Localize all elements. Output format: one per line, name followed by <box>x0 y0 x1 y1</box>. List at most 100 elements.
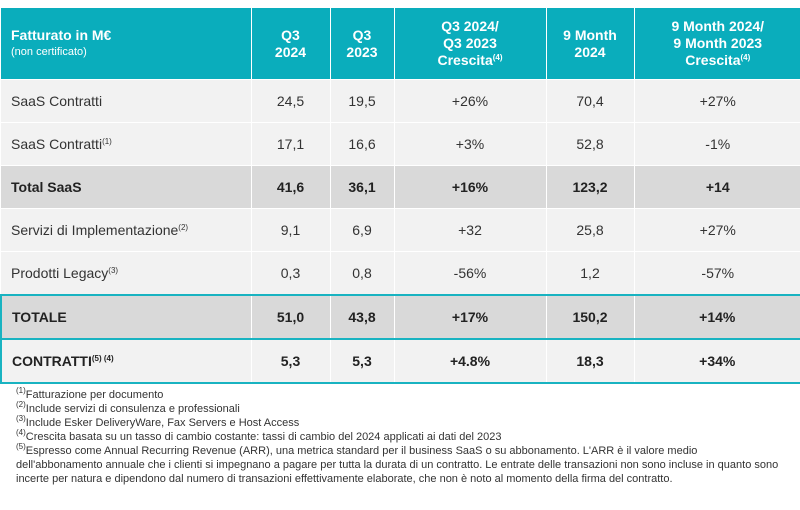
row-saas-contratti-1: SaaS Contratti(1) 17,1 16,6 +3% 52,8 -1% <box>1 122 800 166</box>
footnote: (1)Fatturazione per documento <box>16 386 786 402</box>
value-cell: 16,6 <box>330 122 395 166</box>
value-cell: -56% <box>394 251 547 295</box>
header-row: Fatturato in M€ (non certificato) Q3 2024… <box>1 8 800 80</box>
value-cell: 36,1 <box>330 165 395 209</box>
footnote-mark: (4) <box>16 428 26 437</box>
value-cell: 6,9 <box>330 208 395 252</box>
footnote-text: Crescita basata su un tasso di cambio co… <box>25 431 502 443</box>
col-label: 9 Month 2023 <box>673 35 763 51</box>
value-cell: +3% <box>394 122 547 166</box>
value-cell: +16% <box>394 165 547 209</box>
footnotes: (1)Fatturazione per documento (2)Include … <box>16 386 786 486</box>
value-cell: 0,8 <box>330 251 395 295</box>
row-label: Total SaaS <box>11 179 82 195</box>
col-label: 9 Month 2024/ <box>671 18 765 34</box>
col-label: Crescita <box>685 52 741 68</box>
col-label: Q3 2023 <box>443 35 497 51</box>
col-label: Q3 <box>352 26 372 43</box>
value-cell: +17% <box>394 294 547 340</box>
col-label: 2023 <box>346 43 378 60</box>
row-label-cell: SaaS Contratti(1) <box>1 122 252 166</box>
row-label: Prodotti Legacy <box>11 265 109 281</box>
row-label: Servizi di Implementazione <box>11 222 179 238</box>
col-label: 2024 <box>274 43 307 60</box>
value-cell: +4.8% <box>394 338 547 384</box>
footnote: (5)Espresso come Annual Recurring Revenu… <box>16 442 786 486</box>
value-cell: 52,8 <box>546 122 635 166</box>
row-label-cell: Prodotti Legacy(3) <box>1 251 252 295</box>
footnote-mark: (2) <box>16 400 26 409</box>
col-label: Q3 <box>281 26 300 43</box>
value-cell: 5,3 <box>330 338 395 384</box>
header-subtitle: (non certificato) <box>11 45 87 58</box>
col-9m-growth: 9 Month 2024/9 Month 2023 Crescita(4) <box>634 8 800 80</box>
row-label: CONTRATTI <box>12 353 92 369</box>
value-cell: 0,3 <box>251 251 331 295</box>
value-cell: -57% <box>634 251 800 295</box>
value-cell: 123,2 <box>546 165 635 209</box>
value-cell: 70,4 <box>546 79 635 123</box>
footnote: (2)Include servizi di consulenza e profe… <box>16 400 786 416</box>
row-prodotti-legacy: Prodotti Legacy(3) 0,3 0,8 -56% 1,2 -57% <box>1 251 800 295</box>
footnote-ref: (5) (4) <box>91 354 114 363</box>
value-cell: 9,1 <box>251 208 331 252</box>
footnote-text: Include servizi di consulenza e professi… <box>25 403 240 415</box>
footnote-mark: (5) <box>16 442 26 451</box>
footnote-ref: (4) <box>740 53 751 62</box>
value-cell: 150,2 <box>546 294 635 340</box>
row-label-cell: CONTRATTI(5) (4) <box>0 338 252 384</box>
row-totale: TOTALE 51,0 43,8 +17% 150,2 +14% <box>0 294 800 340</box>
row-label: TOTALE <box>12 309 67 325</box>
value-cell: +27% <box>634 208 800 252</box>
footnote-text: Espresso come Annual Recurring Revenue (… <box>16 445 779 485</box>
row-label-cell: Total SaaS <box>1 165 252 209</box>
value-cell: +26% <box>394 79 547 123</box>
value-cell: 19,5 <box>330 79 395 123</box>
value-cell: 41,6 <box>251 165 331 209</box>
col-label: Q3 2024/ <box>441 18 499 34</box>
value-cell: +14% <box>634 294 800 340</box>
value-cell: +14 <box>634 165 800 209</box>
value-cell: 18,3 <box>546 338 635 384</box>
row-label: SaaS Contratti <box>11 136 103 152</box>
col-q3-2023: Q3 2023 <box>330 8 395 80</box>
value-cell: +34% <box>634 338 800 384</box>
value-cell: 17,1 <box>251 122 331 166</box>
col-label: 2024 <box>574 43 606 60</box>
col-9m-2024: 9 Month 2024 <box>546 8 635 80</box>
row-label-cell: SaaS Contratti <box>1 79 252 123</box>
row-label: SaaS Contratti <box>11 93 103 109</box>
header-title: Fatturato in M€ <box>11 26 112 43</box>
value-cell: +32 <box>394 208 547 252</box>
row-saas-contratti: SaaS Contratti 24,5 19,5 +26% 70,4 +27% <box>1 79 800 123</box>
value-cell: 25,8 <box>546 208 635 252</box>
row-servizi-implementazione: Servizi di Implementazione(2) 9,1 6,9 +32 25… <box>1 208 800 252</box>
row-total-saas: Total SaaS 41,6 36,1 +16% 123,2 +14 <box>1 165 800 209</box>
col-q3-2024: Q3 2024 <box>251 8 331 80</box>
row-label-cell: Servizi di Implementazione(2) <box>1 208 252 252</box>
value-cell: 24,5 <box>251 79 331 123</box>
footnote: (4)Crescita basata su un tasso di cambio… <box>16 428 786 444</box>
footnote-text: Fatturazione per documento <box>25 389 164 401</box>
footnote-ref: (4) <box>492 53 503 62</box>
col-label: 9 Month <box>563 26 617 43</box>
value-cell: 1,2 <box>546 251 635 295</box>
row-label-cell: TOTALE <box>0 294 252 340</box>
value-cell: 43,8 <box>330 294 395 340</box>
col-label: Crescita <box>437 52 493 68</box>
value-cell: -1% <box>634 122 800 166</box>
col-q3-growth: Q3 2024/Q3 2023 Crescita(4) <box>394 8 547 80</box>
footnote-ref: (3) <box>108 266 119 275</box>
row-contratti: CONTRATTI(5) (4) 5,3 5,3 +4.8% 18,3 +34% <box>0 338 800 384</box>
header-title-cell: Fatturato in M€ (non certificato) <box>1 8 252 80</box>
footnote: (3)Include Esker DeliveryWare, Fax Serve… <box>16 414 786 430</box>
footnote-mark: (1) <box>16 386 26 395</box>
footnote-ref: (1) <box>102 137 112 146</box>
footnote-mark: (3) <box>16 414 26 423</box>
footnote-ref: (2) <box>178 223 189 232</box>
value-cell: 5,3 <box>251 338 331 384</box>
footnote-text: Include Esker DeliveryWare, Fax Servers … <box>25 417 300 429</box>
value-cell: +27% <box>634 79 800 123</box>
revenue-table: Fatturato in M€ (non certificato) Q3 2024… <box>0 8 800 384</box>
value-cell: 51,0 <box>251 294 331 340</box>
